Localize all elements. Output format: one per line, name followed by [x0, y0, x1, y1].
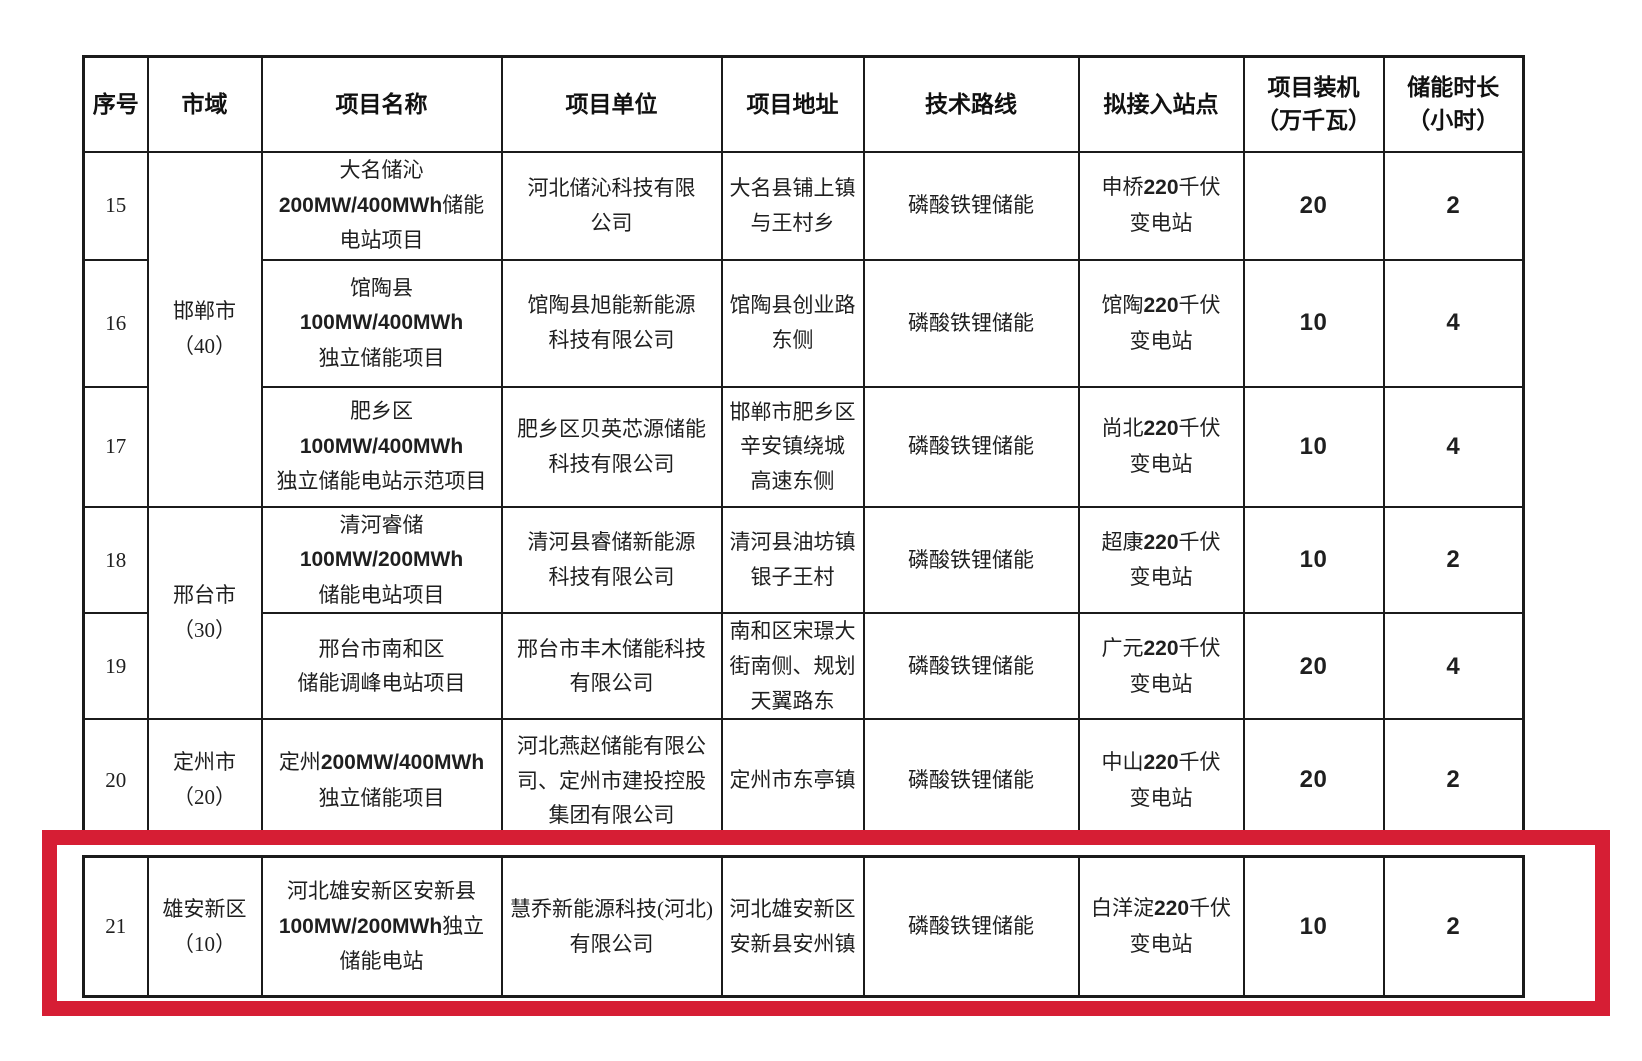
col-header-unit: 项目单位 [500, 55, 723, 153]
col-header-capacity: 项目装机 （万千瓦） [1242, 55, 1385, 153]
cell-tech: 磷酸铁锂储能 [862, 385, 1080, 508]
cell-unit: 慧乔新能源科技(河北) 有限公司 [500, 855, 723, 998]
table-row: 21 雄安新区 （10） 河北雄安新区安新县 100MW/200MWh独立 储能… [82, 855, 1525, 998]
cell-address: 南和区宋璟大 街南侧、规划 天翼路东 [720, 612, 865, 721]
cell-station: 白洋淀220千伏 变电站 [1077, 855, 1245, 998]
cell-serial: 16 [82, 258, 149, 388]
table-row: 20 定州市 （20） 定州200MW/400MWh 独立储能项目 河北燕赵储能… [82, 718, 1525, 843]
cell-tech: 磷酸铁锂储能 [862, 718, 1080, 843]
cell-serial: 20 [82, 718, 149, 843]
col-header-duration: 储能时长 （小时） [1382, 55, 1525, 153]
cell-city: 邢台市 （30） [146, 505, 263, 721]
cell-station: 申桥220千伏 变电站 [1077, 150, 1245, 261]
cell-duration: 4 [1382, 258, 1525, 388]
cell-serial: 18 [82, 505, 149, 615]
table-row: 15 邯郸市 （40） 大名储沁 200MW/400MWh储能 电站项目 河北储… [82, 150, 1525, 508]
cell-serial: 15 [82, 150, 149, 261]
cell-project-name: 大名储沁 200MW/400MWh储能 电站项目 [260, 150, 503, 261]
cell-serial: 21 [82, 855, 149, 998]
cell-unit: 肥乡区贝英芯源储能 科技有限公司 [500, 385, 723, 508]
cell-station: 馆陶220千伏 变电站 [1077, 258, 1245, 388]
cell-capacity: 10 [1242, 385, 1385, 508]
col-header-name: 项目名称 [260, 55, 503, 153]
cell-serial: 19 [82, 612, 149, 721]
cell-station: 超康220千伏 变电站 [1077, 505, 1245, 615]
cell-project-name: 肥乡区 100MW/400MWh 独立储能电站示范项目 [260, 385, 503, 508]
cell-project-name: 邢台市南和区 储能调峰电站项目 [260, 612, 503, 721]
col-header-station: 拟接入站点 [1077, 55, 1245, 153]
cell-unit: 馆陶县旭能新能源 科技有限公司 [500, 258, 723, 388]
cell-capacity: 10 [1242, 855, 1385, 998]
col-header-serial: 序号 [82, 55, 149, 153]
cell-tech: 磷酸铁锂储能 [862, 505, 1080, 615]
col-header-tech: 技术路线 [862, 55, 1080, 153]
cell-duration: 2 [1382, 150, 1525, 261]
project-table: 序号 市域 项目名称 项目单位 项目地址 技术路线 拟接入站点 项目装机 （万千… [82, 55, 1525, 843]
cell-address: 河北雄安新区 安新县安州镇 [720, 855, 865, 998]
cell-duration: 2 [1382, 718, 1525, 843]
cell-capacity: 10 [1242, 505, 1385, 615]
cell-station: 中山220千伏 变电站 [1077, 718, 1245, 843]
cell-duration: 4 [1382, 612, 1525, 721]
cell-capacity: 20 [1242, 150, 1385, 261]
project-table-highlighted-row: 21 雄安新区 （10） 河北雄安新区安新县 100MW/200MWh独立 储能… [82, 855, 1525, 998]
clipped-text: 河北燕赵储能有限公 司、定州市建投控股 集团有限公司 [517, 734, 706, 828]
col-header-city: 市域 [146, 55, 263, 153]
cell-unit: 清河县睿储新能源 科技有限公司 [500, 505, 723, 615]
cell-project-name: 定州200MW/400MWh 独立储能项目 [260, 718, 503, 843]
cell-unit: 河北燕赵储能有限公 司、定州市建投控股 集团有限公司 [500, 718, 723, 843]
cell-tech: 磷酸铁锂储能 [862, 150, 1080, 261]
cell-tech: 磷酸铁锂储能 [862, 612, 1080, 721]
cell-city: 雄安新区 （10） [146, 855, 263, 998]
col-header-address: 项目地址 [720, 55, 865, 153]
cell-station: 广元220千伏 变电站 [1077, 612, 1245, 721]
cell-address: 定州市东亭镇 [720, 718, 865, 843]
table-row: 16 馆陶县 100MW/400MWh 独立储能项目 馆陶县旭能新能源 科技有限… [82, 258, 1525, 388]
table-row: 18 邢台市 （30） 清河睿储 100MW/200MWh 储能电站项目 清河县… [82, 505, 1525, 721]
cell-capacity: 10 [1242, 258, 1385, 388]
cell-duration: 2 [1382, 855, 1525, 998]
cell-project-name: 馆陶县 100MW/400MWh 独立储能项目 [260, 258, 503, 388]
cell-address: 大名县铺上镇 与王村乡 [720, 150, 865, 261]
cell-address: 清河县油坊镇 银子王村 [720, 505, 865, 615]
cell-capacity: 20 [1242, 718, 1385, 843]
cell-city: 邯郸市 （40） [146, 150, 263, 508]
cell-serial: 17 [82, 385, 149, 508]
table-row: 17 肥乡区 100MW/400MWh 独立储能电站示范项目 肥乡区贝英芯源储能… [82, 385, 1525, 508]
cell-unit: 河北储沁科技有限 公司 [500, 150, 723, 261]
cell-address: 邯郸市肥乡区 辛安镇绕城 高速东侧 [720, 385, 865, 508]
header-row: 序号 市域 项目名称 项目单位 项目地址 技术路线 拟接入站点 项目装机 （万千… [82, 55, 1525, 153]
cell-unit: 邢台市丰木储能科技 有限公司 [500, 612, 723, 721]
cell-tech: 磷酸铁锂储能 [862, 855, 1080, 998]
cell-station: 尚北220千伏 变电站 [1077, 385, 1245, 508]
cell-duration: 2 [1382, 505, 1525, 615]
cell-project-name: 河北雄安新区安新县 100MW/200MWh独立 储能电站 [260, 855, 503, 998]
cell-address: 馆陶县创业路 东侧 [720, 258, 865, 388]
cell-city: 定州市 （20） [146, 718, 263, 843]
cell-duration: 4 [1382, 385, 1525, 508]
table-row: 19 邢台市南和区 储能调峰电站项目 邢台市丰木储能科技 有限公司 南和区宋璟大… [82, 612, 1525, 721]
cell-project-name: 清河睿储 100MW/200MWh 储能电站项目 [260, 505, 503, 615]
cell-capacity: 20 [1242, 612, 1385, 721]
cell-tech: 磷酸铁锂储能 [862, 258, 1080, 388]
